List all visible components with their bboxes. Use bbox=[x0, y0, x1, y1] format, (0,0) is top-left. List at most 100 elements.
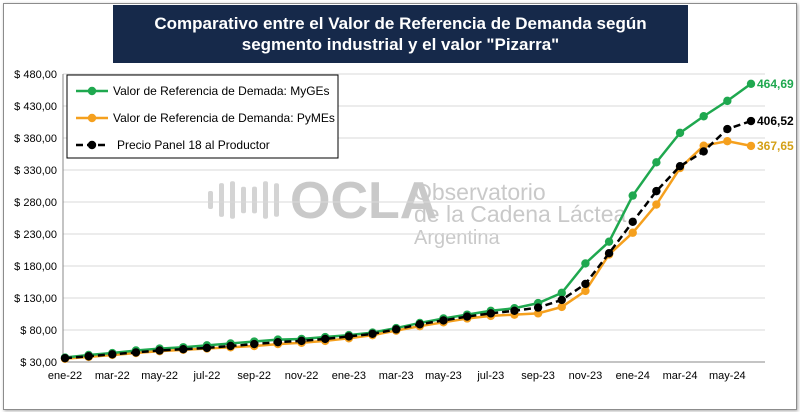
data-point bbox=[675, 128, 685, 138]
x-tick-label: may-22 bbox=[141, 370, 178, 382]
data-point bbox=[273, 337, 283, 347]
data-point bbox=[462, 312, 472, 321]
chart-frame bbox=[3, 3, 797, 410]
data-point bbox=[699, 141, 708, 150]
data-point bbox=[344, 332, 354, 341]
data-point bbox=[510, 306, 519, 315]
ocla-watermark: OCLA Observatorio de la Cadena Láctea Ar… bbox=[208, 172, 626, 249]
logo-bar bbox=[274, 183, 279, 217]
x-tick-label: nov-22 bbox=[285, 370, 319, 382]
data-point bbox=[746, 141, 756, 151]
x-tick-label: may-24 bbox=[709, 370, 746, 382]
data-point bbox=[108, 350, 117, 359]
end-value-label: 406,52 bbox=[757, 114, 794, 128]
y-axis-ticks: $ 30,00 $ 80,00 $ 130,00 $ 180,00 $ 230,00 $ … bbox=[14, 69, 57, 369]
data-point bbox=[723, 96, 732, 106]
watermark-line2: de la Cadena Láctea bbox=[414, 201, 626, 227]
data-point bbox=[557, 302, 566, 312]
x-tick-label: mar-22 bbox=[95, 370, 130, 382]
x-tick-label: ene-24 bbox=[616, 370, 650, 382]
x-tick-label: ene-23 bbox=[332, 370, 366, 382]
legend-swatch-marker bbox=[87, 113, 97, 123]
data-point bbox=[628, 217, 637, 227]
y-tick-label: $ 230,00 bbox=[14, 229, 57, 241]
data-point bbox=[581, 259, 590, 268]
y-tick-label: $ 480,00 bbox=[14, 69, 57, 81]
x-tick-label: sep-23 bbox=[521, 370, 555, 382]
data-point bbox=[415, 320, 425, 329]
x-tick-label: jul-23 bbox=[476, 370, 504, 382]
logo-bar bbox=[252, 186, 257, 214]
data-point bbox=[746, 116, 756, 126]
data-point bbox=[60, 353, 70, 363]
watermark-line1: Observatorio bbox=[414, 179, 546, 205]
data-point bbox=[604, 237, 614, 246]
data-point bbox=[557, 288, 566, 298]
x-tick-label: mar-23 bbox=[379, 370, 414, 382]
data-point bbox=[581, 286, 590, 296]
data-point bbox=[84, 352, 93, 361]
data-point bbox=[699, 147, 708, 156]
data-point bbox=[628, 228, 637, 237]
y-tick-label: $ 180,00 bbox=[14, 261, 57, 273]
data-point bbox=[581, 279, 590, 289]
legend-swatch-marker bbox=[87, 86, 97, 96]
x-tick-label: mar-24 bbox=[663, 370, 698, 382]
data-point bbox=[179, 345, 188, 354]
data-point bbox=[675, 161, 685, 171]
data-point bbox=[439, 316, 448, 325]
data-point bbox=[628, 191, 637, 200]
legend-box bbox=[66, 74, 339, 159]
logo-bar bbox=[241, 186, 246, 214]
legend-entry-label: Valor de Referencia de Demanda: PyMEs bbox=[113, 111, 335, 125]
data-point bbox=[155, 346, 164, 355]
x-tick-label: nov-23 bbox=[569, 370, 603, 382]
x-tick-label: sep-22 bbox=[237, 370, 271, 382]
y-tick-label: $ 430,00 bbox=[14, 101, 57, 113]
data-point bbox=[533, 303, 543, 312]
data-point bbox=[604, 249, 614, 258]
x-tick-label: jul-22 bbox=[192, 370, 220, 382]
y-tick-label: $ 30,00 bbox=[20, 357, 57, 369]
grid-lines bbox=[62, 73, 765, 363]
data-point bbox=[486, 309, 495, 318]
x-axis-ticks: ene-22 mar-22 may-22 jul-22 sep-22 nov-22 ene-… bbox=[48, 370, 746, 382]
data-point bbox=[250, 339, 259, 349]
data-point bbox=[723, 124, 732, 134]
data-point bbox=[321, 334, 330, 344]
legend-entry-label: Precio Panel 18 al Productor bbox=[117, 138, 270, 152]
logo-bar bbox=[219, 183, 224, 217]
data-point bbox=[202, 343, 212, 353]
legend: Valor de Referencia de Demada: MyGEs Valo… bbox=[66, 74, 339, 159]
data-point bbox=[699, 112, 708, 121]
data-point bbox=[533, 309, 543, 318]
data-point bbox=[226, 341, 235, 351]
data-point bbox=[131, 348, 141, 357]
y-tick-label: $ 130,00 bbox=[14, 293, 57, 305]
x-tick-label: ene-22 bbox=[48, 370, 82, 382]
y-tick-label: $ 380,00 bbox=[14, 133, 57, 145]
legend-swatch-marker bbox=[87, 140, 97, 150]
data-point bbox=[391, 325, 401, 334]
y-tick-label: $ 80,00 bbox=[20, 325, 57, 337]
logo-bar bbox=[263, 181, 268, 219]
chart-title: Comparativo entre el Valor de Referencia… bbox=[154, 14, 647, 54]
series-group bbox=[60, 79, 756, 363]
watermark-brand: OCLA bbox=[290, 172, 437, 230]
data-point bbox=[297, 336, 306, 346]
logo-bar bbox=[208, 191, 213, 209]
data-point bbox=[652, 186, 661, 196]
data-point bbox=[557, 295, 566, 305]
data-point bbox=[652, 200, 661, 209]
ocla-logo-icon bbox=[208, 181, 279, 219]
x-tick-label: may-23 bbox=[425, 370, 462, 382]
data-point bbox=[368, 329, 377, 339]
data-point bbox=[652, 158, 661, 167]
watermark-line3: Argentina bbox=[414, 227, 500, 249]
end-value-label: 367,65 bbox=[757, 139, 794, 153]
end-value-label: 464,69 bbox=[757, 77, 794, 91]
data-point bbox=[746, 79, 756, 88]
y-tick-label: $ 330,00 bbox=[14, 165, 57, 177]
chart-title-box: Comparativo entre el Valor de Referencia… bbox=[113, 5, 688, 63]
